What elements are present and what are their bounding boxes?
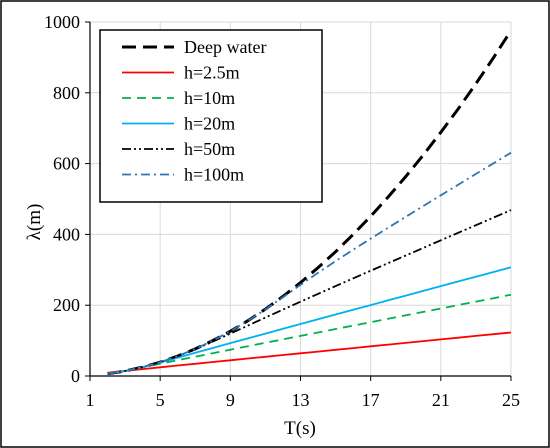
series-line [107,151,512,375]
x-tick-label: 25 [502,390,520,410]
series-line [107,293,512,375]
legend-label: h=100m [184,165,244,185]
x-tick-label: 13 [292,390,310,410]
axes: 1 5 9 13 17 21 25 0 200 400 600 800 1000 [44,12,520,410]
series-line [107,331,512,374]
series-line [107,209,512,375]
x-tick-label: 17 [362,390,380,410]
series-lines [107,29,513,376]
x-tick-label: 5 [156,390,165,410]
legend-label: h=50m [184,139,235,159]
legend-label: Deep water [184,37,266,57]
legend-label: h=20m [184,114,235,134]
y-tick-label: 800 [53,83,80,103]
legend-label: h=10m [184,88,235,108]
x-axis-label: T(s) [284,418,316,439]
x-tick-label: 21 [432,390,450,410]
y-axis-label: λ(m) [24,204,45,241]
y-tick-label: 200 [53,295,80,315]
y-tick-label: 400 [53,224,80,244]
series-line [107,266,512,375]
legend-box [99,29,323,203]
legend-label: h=2.5m [184,63,240,83]
y-tick-label: 600 [53,154,80,174]
y-tick-label: 0 [71,366,80,386]
x-tick-label: 9 [226,390,235,410]
y-tick-label: 1000 [44,12,80,32]
legend: Deep water h=2.5m h=10m h=20m h=50m h=100m [99,29,323,203]
x-tick-label: 1 [86,390,95,410]
